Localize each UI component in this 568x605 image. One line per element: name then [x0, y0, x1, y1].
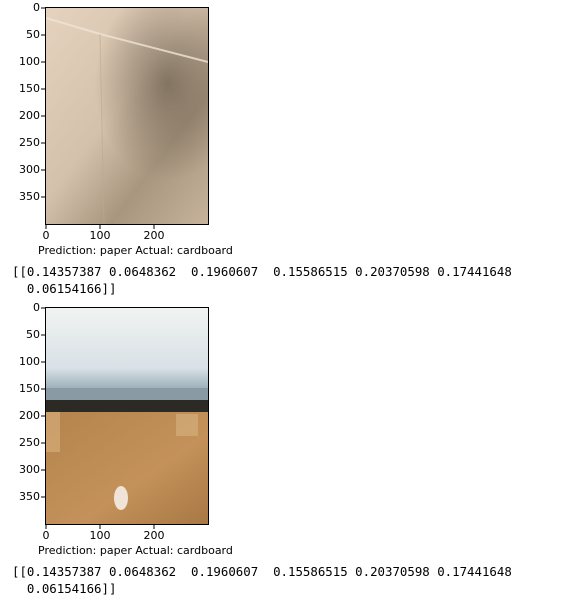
y-tick-label: 250	[19, 136, 40, 149]
output-line: 0.06154166]]	[12, 281, 117, 296]
y-tick-label: 200	[19, 109, 40, 122]
y-tick-label: 100	[19, 55, 40, 68]
image-plot-1: 0 50 100 150 200 250 300 350 0 100 200	[0, 0, 240, 260]
image-plot-2: 0 50 100 150 200 250 300 350 0 100 200	[0, 300, 240, 560]
output-line: 0.06154166]]	[12, 581, 117, 596]
y-tick-label: 150	[19, 82, 40, 95]
output-line: [[0.14357387 0.0648362 0.1960607 0.15586…	[12, 264, 512, 279]
y-tick-label: 0	[33, 1, 40, 14]
prediction-caption: Prediction: paper Actual: cardboard	[38, 544, 233, 557]
y-tick-label: 50	[26, 28, 40, 41]
x-tick-label: 100	[89, 529, 111, 542]
y-tick-label: 250	[19, 436, 40, 449]
x-tick-label: 200	[143, 529, 165, 542]
x-tick-label: 100	[89, 229, 111, 242]
x-tick-label: 0	[42, 529, 50, 542]
y-tick-label: 150	[19, 382, 40, 395]
y-tick-label: 350	[19, 490, 40, 503]
y-tick-label: 0	[33, 301, 40, 314]
y-tick-label: 200	[19, 409, 40, 422]
image-plot-2-canvas	[41, 307, 209, 529]
x-tick-label: 200	[143, 229, 165, 242]
background-photo-top	[46, 308, 208, 388]
prediction-caption: Prediction: paper Actual: cardboard	[38, 244, 233, 257]
x-tick-label: 0	[42, 229, 50, 242]
output-line: [[0.14357387 0.0648362 0.1960607 0.15586…	[12, 564, 512, 579]
y-tick-label: 300	[19, 163, 40, 176]
y-tick-label: 100	[19, 355, 40, 368]
y-tick-label: 50	[26, 328, 40, 341]
sticker-dot	[114, 486, 128, 510]
dark-strip	[46, 400, 208, 412]
y-tick-label: 300	[19, 463, 40, 476]
y-tick-label: 350	[19, 190, 40, 203]
image-plot-1-canvas	[41, 7, 209, 229]
